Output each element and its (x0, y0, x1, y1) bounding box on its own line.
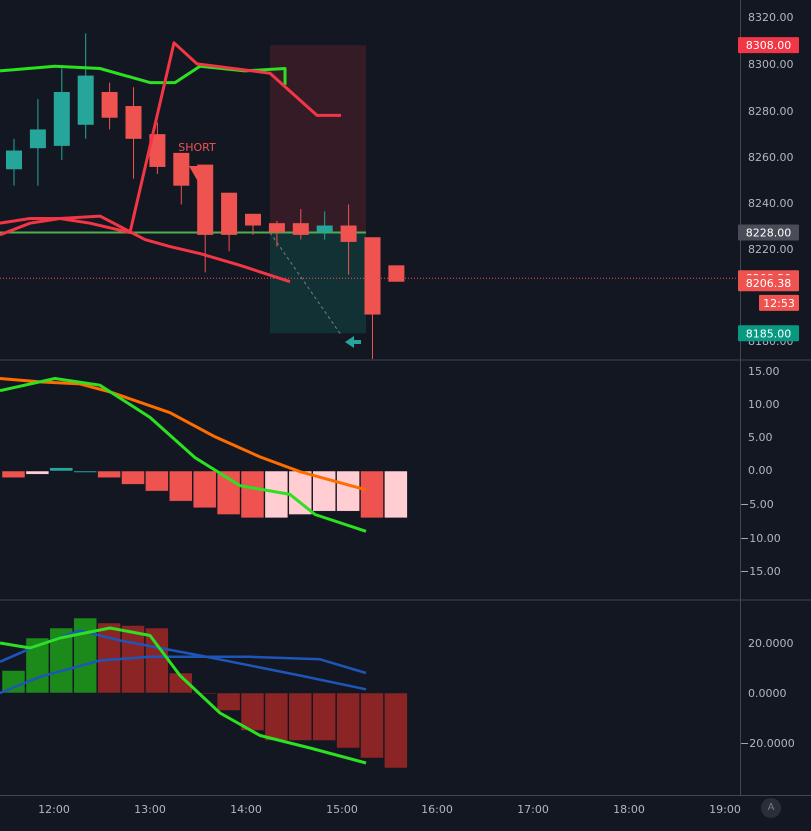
short-label: SHORT (178, 141, 216, 154)
macd-histogram-bar (1, 470, 26, 478)
time-tick-label: 17:00 (517, 803, 549, 816)
candle-body (316, 225, 333, 233)
price-indicator-line (0, 64, 287, 85)
candle-body (364, 237, 381, 315)
macd-tick-label: 10.00 (748, 398, 780, 411)
macd-histogram-bar (336, 470, 360, 512)
macd-histogram-bar (73, 470, 97, 473)
oscillator-histogram-bar (240, 692, 265, 731)
macd-histogram-bar (49, 467, 74, 472)
oscillator-histogram-bar (49, 627, 74, 694)
macd-histogram-bar (360, 470, 384, 519)
oscillator-histogram-bar (145, 627, 169, 694)
oscillator-axis[interactable]: 20.0000 0.0000 −20.0000 (740, 637, 795, 750)
macd-histogram-bar (192, 470, 217, 509)
candle-body (53, 91, 70, 146)
price-pane[interactable] (0, 33, 740, 360)
time-tick-label: 12:00 (38, 803, 70, 816)
price-badge (738, 37, 799, 54)
oscillator-histogram-bar (336, 692, 360, 749)
oscillator-histogram-bar (73, 617, 97, 694)
price-badge-label: 12:53 (763, 297, 795, 310)
time-tick-label: 18:00 (613, 803, 645, 816)
price-badge-label: 8308.00 (746, 39, 792, 52)
oscillator-histogram-bar (216, 692, 241, 711)
candle-body (388, 265, 405, 282)
oscillator-histogram-bar (169, 672, 193, 694)
short-arrow-icon (189, 166, 205, 180)
macd-histogram-bar (121, 470, 145, 485)
oscillator-histogram-bar (312, 692, 336, 741)
macd-histogram-bar (384, 470, 408, 519)
macd-tick-label: −10.00 (740, 532, 781, 545)
macd-histogram-bar (25, 470, 50, 475)
price-badge (738, 224, 799, 241)
time-axis[interactable]: 12:00 13:00 14:00 15:00 16:00 17:00 18:0… (38, 803, 741, 816)
oscillator-line (0, 626, 367, 765)
macd-axis[interactable]: 15.00 10.00 5.00 0.00 −5.00 −10.00 −15.0… (740, 365, 781, 578)
price-badge-label: 8185.00 (746, 327, 792, 340)
time-tick-label: 19:00 (709, 803, 741, 816)
candle-body (125, 106, 142, 139)
osc-tick-label: −20.0000 (740, 737, 795, 750)
macd-tick-label: −15.00 (740, 565, 781, 578)
time-tick-label: 16:00 (421, 803, 453, 816)
candle-body (173, 152, 190, 186)
price-badge-label: 8228.00 (746, 227, 792, 240)
candle-body (77, 75, 94, 125)
macd-histogram-bar (145, 470, 169, 492)
oscillator-histogram-bar (384, 692, 408, 769)
oscillator-histogram-bar (264, 692, 289, 741)
candle-body (292, 223, 309, 235)
time-tick-label: 14:00 (230, 803, 262, 816)
price-badge (738, 275, 799, 292)
time-tick-label: 15:00 (326, 803, 358, 816)
auto-scale-button[interactable]: A (761, 798, 781, 818)
macd-tick-label: 15.00 (748, 365, 780, 378)
macd-tick-label: 5.00 (748, 431, 773, 444)
candle-body (101, 91, 118, 118)
candle-body (268, 223, 285, 233)
macd-tick-label: 0.00 (748, 464, 773, 477)
candle-body (149, 134, 166, 167)
price-tick-label: 8320.00 (748, 11, 794, 24)
price-tick-label: 8280.00 (748, 105, 794, 118)
oscillator-histogram-bar (288, 692, 313, 741)
candle-body (340, 225, 357, 242)
time-tick-label: 13:00 (134, 803, 166, 816)
price-tick-label: 8240.00 (748, 197, 794, 210)
candle-body (6, 150, 22, 170)
price-indicator-line (0, 41, 341, 234)
candle-body (197, 164, 214, 235)
price-tick-label: 8260.00 (748, 151, 794, 164)
macd-histogram-bar (97, 470, 121, 478)
macd-line (0, 377, 367, 533)
oscillator-histogram-bar (360, 692, 384, 759)
price-badge (738, 325, 799, 342)
price-badge (759, 294, 799, 311)
macd-pane[interactable] (0, 377, 408, 533)
price-tick-label: 8220.00 (748, 243, 794, 256)
exit-arrow-icon (345, 336, 361, 348)
macd-line (0, 377, 367, 492)
macd-histogram-bar (169, 470, 193, 502)
macd-histogram-bar (240, 470, 265, 519)
candle-body (29, 129, 46, 149)
candle-body (221, 192, 238, 235)
price-tick-label: 8300.00 (748, 58, 794, 71)
candle-body (245, 213, 261, 226)
macd-tick-label: −5.00 (740, 498, 774, 511)
price-badge-label: 8206.38 (746, 277, 792, 290)
oscillator-pane[interactable] (0, 617, 408, 769)
target-zone (270, 232, 366, 334)
price-indicator-line (0, 214, 291, 284)
oscillator-histogram-bar (192, 692, 217, 695)
oscillator-line (0, 655, 367, 695)
osc-tick-label: 20.0000 (748, 637, 794, 650)
osc-tick-label: 0.0000 (748, 687, 787, 700)
